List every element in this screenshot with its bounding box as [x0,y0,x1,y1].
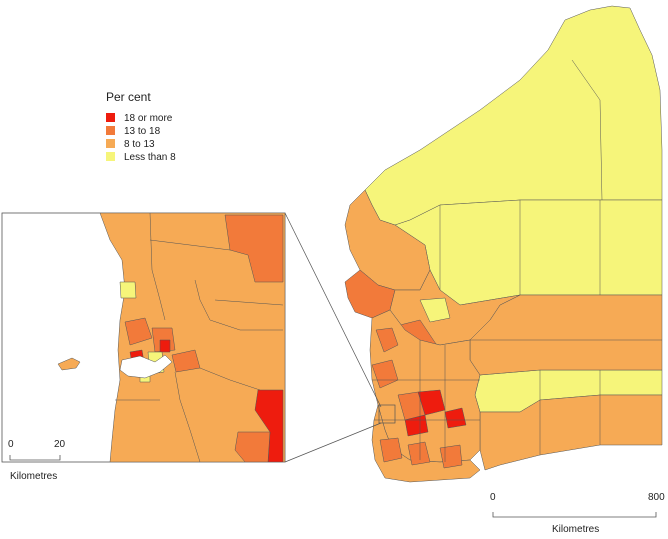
inset-north-yellow [119,281,137,299]
internal-boundaries [372,59,662,462]
main-map [344,5,663,483]
legend-items: 18 or more 13 to 18 8 to 13 Less than 8 [106,113,176,163]
main-scale-bar: 0 800 Kilometres [490,492,665,535]
region-southwest-orange-c [439,444,463,469]
inset-internal-boundaries [115,213,284,462]
legend-title: Per cent [106,90,151,104]
legend-label: Less than 8 [124,152,176,163]
inset-leader-lines [284,212,382,463]
inset-metro-red-b [159,339,171,353]
inset-scale-unit: Kilometres [10,471,57,482]
inset-map [1,212,286,463]
inset-river [119,354,173,379]
inset-scale-bar: 0 20 Kilometres [8,439,66,482]
legend-label: 13 to 18 [124,126,161,137]
region-southwest-orange-a [379,437,403,463]
region-midwest-yellow [419,297,451,323]
main-scale-start: 0 [490,492,496,503]
inset-southeast-orange [234,431,271,462]
inset-scale-start: 0 [8,439,14,450]
region-north-kimberley [364,5,663,226]
inset-scale-line [9,455,61,461]
main-scale-unit: Kilometres [552,524,599,534]
main-scale-end: 800 [648,492,665,503]
region-wheatbelt-east-red [444,407,467,429]
legend-label: 18 or more [124,113,173,124]
region-southwest-orange-b [407,441,431,466]
region-wheatbelt-north-orange [375,327,399,353]
inset-metro-orange-a [124,317,153,346]
legend-label: 8 to 13 [124,139,155,150]
legend-swatch [106,113,115,122]
legend-swatch [106,139,115,148]
inset-island [57,357,81,371]
main-scale-line [492,512,657,518]
legend: Per cent 18 or more 13 to 18 8 to 13 Less t… [106,90,176,163]
inset-locator-box [378,404,396,424]
legend-swatch [106,126,115,135]
inset-scale-end: 20 [54,439,66,450]
inset-east-red [254,389,284,462]
region-southeast [479,394,663,471]
legend-swatch [106,152,115,161]
